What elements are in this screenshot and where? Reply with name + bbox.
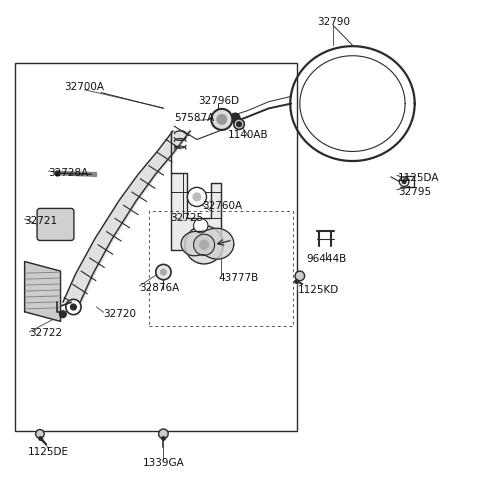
Circle shape (185, 226, 223, 264)
Polygon shape (170, 131, 221, 250)
Circle shape (402, 180, 406, 183)
FancyBboxPatch shape (37, 208, 74, 240)
Circle shape (295, 271, 305, 281)
Text: 32795: 32795 (398, 187, 431, 197)
Text: 1125DA: 1125DA (398, 173, 440, 183)
Text: 32700A: 32700A (64, 82, 105, 92)
Circle shape (230, 113, 240, 123)
Circle shape (193, 218, 208, 233)
Circle shape (217, 115, 227, 124)
Bar (15, 63, 298, 432)
Text: 32796D: 32796D (198, 96, 239, 106)
Text: 32876A: 32876A (140, 283, 180, 293)
Text: 32728A: 32728A (48, 168, 89, 178)
Circle shape (193, 193, 201, 201)
Text: 1125KD: 1125KD (298, 285, 339, 295)
Circle shape (237, 122, 241, 127)
Text: 32790: 32790 (317, 17, 350, 27)
Text: 1339GA: 1339GA (143, 457, 184, 468)
Text: 32725: 32725 (170, 214, 204, 224)
Text: 32720: 32720 (104, 309, 137, 319)
Text: 32760A: 32760A (202, 202, 242, 212)
Circle shape (160, 269, 166, 275)
Text: 43777B: 43777B (218, 273, 259, 283)
Circle shape (211, 109, 232, 130)
Polygon shape (181, 228, 234, 259)
Text: 32722: 32722 (29, 328, 62, 338)
Circle shape (158, 429, 168, 439)
Text: 1125DE: 1125DE (28, 446, 69, 456)
Circle shape (187, 187, 206, 206)
Circle shape (234, 119, 244, 130)
Circle shape (200, 240, 208, 249)
Circle shape (193, 234, 215, 255)
Circle shape (156, 264, 171, 280)
Circle shape (36, 430, 44, 438)
Circle shape (66, 300, 81, 315)
Text: 57587A: 57587A (174, 113, 215, 123)
Circle shape (60, 311, 66, 318)
Text: 1140AB: 1140AB (228, 130, 269, 140)
Text: 96444B: 96444B (306, 254, 346, 264)
Circle shape (71, 304, 76, 310)
Text: 32721: 32721 (24, 216, 58, 226)
Polygon shape (24, 262, 60, 322)
